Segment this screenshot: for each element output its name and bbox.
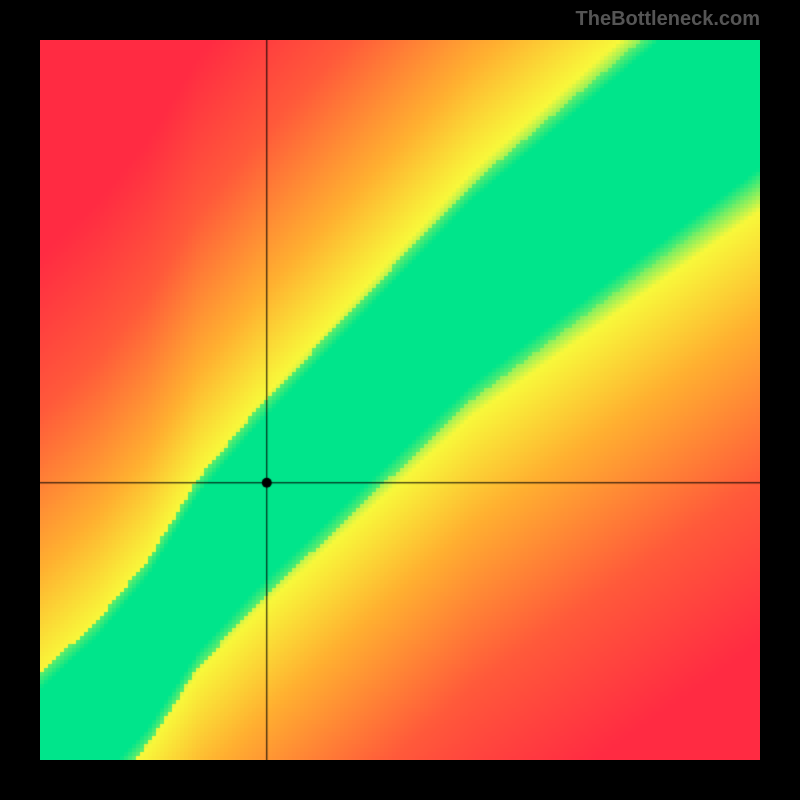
heatmap-canvas — [40, 40, 760, 760]
heatmap-plot — [40, 40, 760, 760]
watermark: TheBottleneck.com — [576, 8, 760, 31]
